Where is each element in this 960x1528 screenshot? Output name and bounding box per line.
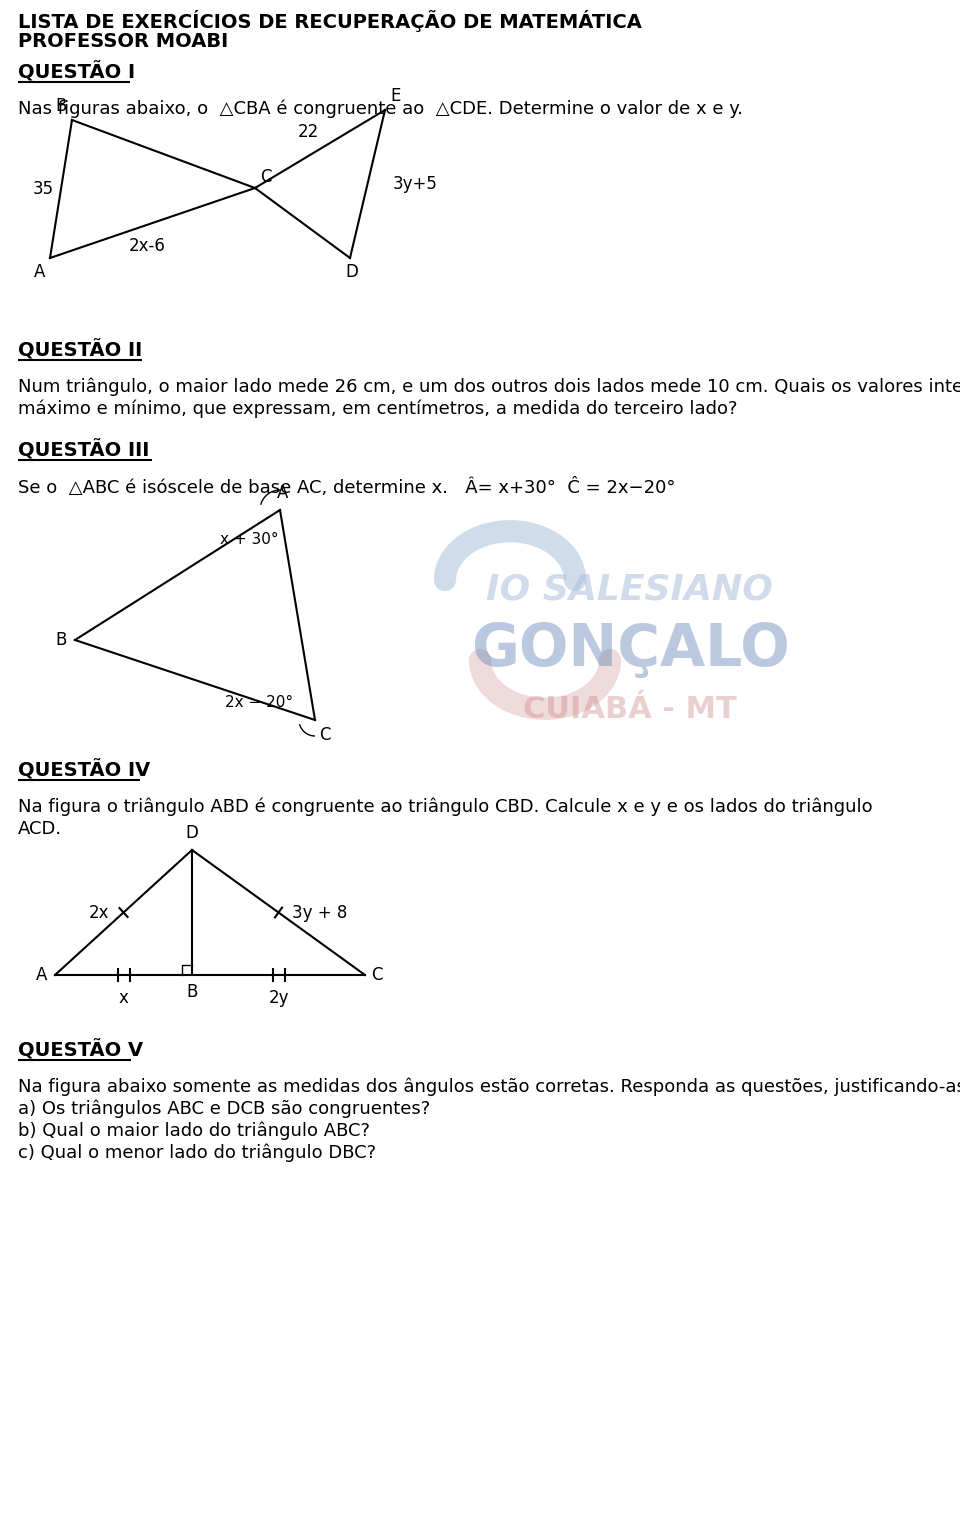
Text: 3y + 8: 3y + 8	[293, 903, 348, 921]
Text: Se o  △ABC é isóscele de base AC, determine x.   Â= x+30°  Ĉ = 2x−20°: Se o △ABC é isóscele de base AC, determi…	[18, 478, 676, 497]
Text: A: A	[277, 484, 289, 503]
Text: máximo e mínimo, que expressam, em centímetros, a medida do terceiro lado?: máximo e mínimo, que expressam, em centí…	[18, 400, 737, 419]
Text: B: B	[56, 631, 67, 649]
Text: QUESTÃO IV: QUESTÃO IV	[18, 759, 151, 781]
Text: D: D	[346, 263, 358, 281]
Text: 22: 22	[298, 122, 319, 141]
Text: Na figura abaixo somente as medidas dos ângulos estão corretas. Responda as ques: Na figura abaixo somente as medidas dos …	[18, 1077, 960, 1097]
Text: IO SALESIANO: IO SALESIANO	[487, 573, 774, 607]
Text: CUIABÁ - MT: CUIABÁ - MT	[523, 695, 737, 724]
Text: QUESTÃO III: QUESTÃO III	[18, 440, 150, 460]
Text: B: B	[56, 96, 67, 115]
Text: x + 30°: x + 30°	[220, 532, 278, 547]
Text: QUESTÃO V: QUESTÃO V	[18, 1041, 143, 1060]
Text: QUESTÃO I: QUESTÃO I	[18, 63, 135, 83]
Text: c) Qual o menor lado do triângulo DBC?: c) Qual o menor lado do triângulo DBC?	[18, 1144, 376, 1163]
Text: Na figura o triângulo ABD é congruente ao triângulo CBD. Calcule x e y e os lado: Na figura o triângulo ABD é congruente a…	[18, 798, 873, 816]
Text: C: C	[319, 726, 330, 744]
Text: x: x	[119, 989, 129, 1007]
Text: PROFESSOR MOABI: PROFESSOR MOABI	[18, 32, 228, 50]
Text: E: E	[390, 87, 400, 105]
Text: 2x − 20°: 2x − 20°	[225, 695, 293, 711]
Text: 2x-6: 2x-6	[129, 237, 166, 255]
Text: LISTA DE EXERCÍCIOS DE RECUPERAÇÃO DE MATEMÁTICA: LISTA DE EXERCÍCIOS DE RECUPERAÇÃO DE MA…	[18, 11, 642, 32]
Text: Nas figuras abaixo, o  △CBA é congruente ao  △CDE. Determine o valor de x e y.: Nas figuras abaixo, o △CBA é congruente …	[18, 99, 743, 119]
Text: 3y+5: 3y+5	[393, 176, 438, 193]
Text: A: A	[34, 263, 45, 281]
Text: A: A	[36, 966, 47, 984]
Text: B: B	[186, 983, 198, 1001]
Text: QUESTÃO II: QUESTÃO II	[18, 341, 142, 361]
Text: 35: 35	[33, 180, 54, 199]
Text: 2y: 2y	[268, 989, 289, 1007]
Text: C: C	[260, 168, 272, 186]
Text: b) Qual o maior lado do triângulo ABC?: b) Qual o maior lado do triângulo ABC?	[18, 1122, 370, 1140]
Text: GONÇALO: GONÇALO	[470, 622, 789, 678]
Text: C: C	[371, 966, 382, 984]
Text: Num triângulo, o maior lado mede 26 cm, e um dos outros dois lados mede 10 cm. Q: Num triângulo, o maior lado mede 26 cm, …	[18, 377, 960, 396]
Text: 2x: 2x	[89, 903, 109, 921]
Text: a) Os triângulos ABC e DCB são congruentes?: a) Os triângulos ABC e DCB são congruent…	[18, 1100, 430, 1118]
Text: ACD.: ACD.	[18, 821, 62, 837]
Text: D: D	[185, 824, 199, 842]
